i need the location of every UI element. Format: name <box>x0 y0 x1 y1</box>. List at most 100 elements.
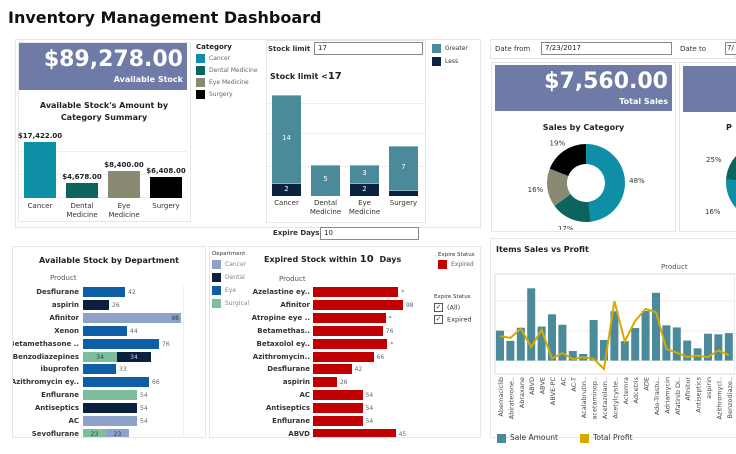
row-label: aspirin <box>51 300 79 309</box>
sale-amount-bar[interactable] <box>724 333 733 361</box>
sale-amount-bar[interactable] <box>641 311 650 361</box>
bar-value: 54 <box>365 392 374 400</box>
date-to-input[interactable]: 7/ <box>725 42 736 55</box>
bar[interactable] <box>313 377 337 388</box>
sale-amount-bar[interactable] <box>506 340 515 361</box>
bar[interactable] <box>150 177 182 198</box>
total-sales-label: Total Sales <box>619 97 668 106</box>
checkbox-checked-icon[interactable]: ✓ <box>434 315 443 324</box>
donut-slice[interactable] <box>726 143 736 181</box>
bar[interactable] <box>313 364 352 375</box>
x-tick-label: Acalabrutin.. <box>580 377 588 418</box>
stacked-bar-segment[interactable] <box>272 95 301 184</box>
bar[interactable] <box>313 325 383 336</box>
stacked-bar-segment[interactable] <box>389 189 418 196</box>
stacked-bar-segment[interactable] <box>350 183 379 196</box>
sale-amount-bar[interactable] <box>558 324 567 361</box>
gridline <box>183 286 184 436</box>
bar[interactable] <box>313 416 363 426</box>
total-profit-line[interactable] <box>499 300 730 371</box>
stock-limit-label: Stock limit <box>268 45 311 53</box>
bar[interactable] <box>108 170 140 198</box>
bar-segment[interactable] <box>83 390 137 401</box>
donut-slice[interactable] <box>547 168 571 206</box>
sale-amount-bar[interactable] <box>683 340 692 361</box>
bar[interactable] <box>313 312 386 323</box>
sale-amount-bar[interactable] <box>620 341 629 361</box>
bar-segment[interactable] <box>83 403 137 414</box>
expired-stock-chart: Azelastine ey.. * Afinitor 98 Atropine eye .… <box>210 286 414 437</box>
bar-segment[interactable] <box>83 338 159 349</box>
sale-amount-bar[interactable] <box>568 351 577 361</box>
sale-amount-bar[interactable] <box>652 292 660 361</box>
bar[interactable] <box>313 299 403 310</box>
row-label: AC <box>299 391 310 400</box>
sale-amount-bar[interactable] <box>672 327 681 361</box>
sale-amount-bar[interactable] <box>527 288 536 361</box>
stacked-bar-segment[interactable] <box>350 164 379 184</box>
bar[interactable] <box>313 338 388 349</box>
bar-segment[interactable] <box>83 325 127 336</box>
stacked-bar-segment[interactable] <box>311 164 340 196</box>
bar[interactable] <box>313 403 363 414</box>
swatch <box>432 57 441 66</box>
available-stock-value: $89,278.00 <box>43 47 183 72</box>
bar-segment[interactable] <box>83 287 125 297</box>
sale-amount-bar[interactable] <box>610 311 619 361</box>
segment-label: 3 <box>362 168 367 177</box>
bar-segment[interactable] <box>83 299 109 310</box>
stock-limit-input[interactable]: 17 <box>314 42 423 55</box>
x-tick-label: ADE <box>643 377 651 391</box>
bar-segment[interactable]: 98 <box>83 312 181 323</box>
bar-segment[interactable]: 34 <box>83 351 117 362</box>
sale-amount-bar[interactable] <box>662 325 671 361</box>
sale-amount-bar[interactable] <box>693 348 702 361</box>
filter-option-expired[interactable]: ✓ Expired <box>434 315 472 327</box>
sale-amount-bar[interactable] <box>714 334 723 361</box>
sale-amount-bar[interactable] <box>600 339 608 361</box>
bar-segment[interactable] <box>83 377 149 388</box>
expired-swatch <box>438 260 447 269</box>
donut-slice[interactable] <box>586 144 625 222</box>
stacked-bar-segment[interactable] <box>272 183 301 196</box>
checkbox-checked-icon[interactable]: ✓ <box>434 303 443 312</box>
row-label: Betaxolol ey.. <box>256 339 310 348</box>
swatch <box>196 66 205 75</box>
x-tick-label: Acetylcyste.. <box>611 377 619 419</box>
swatch <box>580 433 590 443</box>
stacked-bar-segment[interactable] <box>389 145 418 190</box>
sale-amount-bar[interactable] <box>589 319 598 361</box>
sale-amount-bar[interactable] <box>516 327 525 361</box>
bar-segment[interactable] <box>83 364 116 375</box>
bar-value: * <box>401 289 405 296</box>
bar[interactable] <box>66 182 98 198</box>
bar-value: 98 <box>405 301 414 309</box>
bar[interactable] <box>313 287 399 297</box>
donut-slice[interactable] <box>549 144 586 177</box>
filter-option-all[interactable]: ✓ (All) <box>434 303 472 315</box>
swatch <box>212 286 221 295</box>
legend-label: Sale Amount <box>510 433 558 442</box>
donut-slice[interactable] <box>726 179 736 221</box>
sale-amount-bar[interactable] <box>537 326 546 361</box>
x-tick-label: Adriamycin <box>663 377 671 414</box>
bar-segment[interactable]: 23 <box>83 428 106 437</box>
bar-segment[interactable]: 34 <box>117 351 151 362</box>
sale-amount-bar[interactable] <box>631 328 640 361</box>
bar-value: 26 <box>339 379 348 387</box>
x-tick-label: Ado-Trastu.. <box>653 377 661 415</box>
expired-stock-card: Department Cancer Dental Eye Surgical Expir… <box>209 246 481 438</box>
bar[interactable] <box>313 390 363 401</box>
bar[interactable] <box>313 351 374 362</box>
sale-amount-bar[interactable] <box>496 330 504 361</box>
row-label: Antiseptics <box>34 404 79 413</box>
expire-days-input[interactable]: 10 <box>320 227 419 240</box>
sale-amount-bar[interactable] <box>548 314 556 361</box>
bar-segment[interactable] <box>83 416 137 426</box>
sale-amount-bar[interactable] <box>704 333 712 361</box>
bar[interactable] <box>313 428 396 437</box>
bar-segment[interactable]: 23 <box>106 428 129 437</box>
donut-slice[interactable] <box>554 194 591 222</box>
bar[interactable] <box>24 142 56 198</box>
date-from-input[interactable]: 7/23/2017 <box>541 42 672 55</box>
